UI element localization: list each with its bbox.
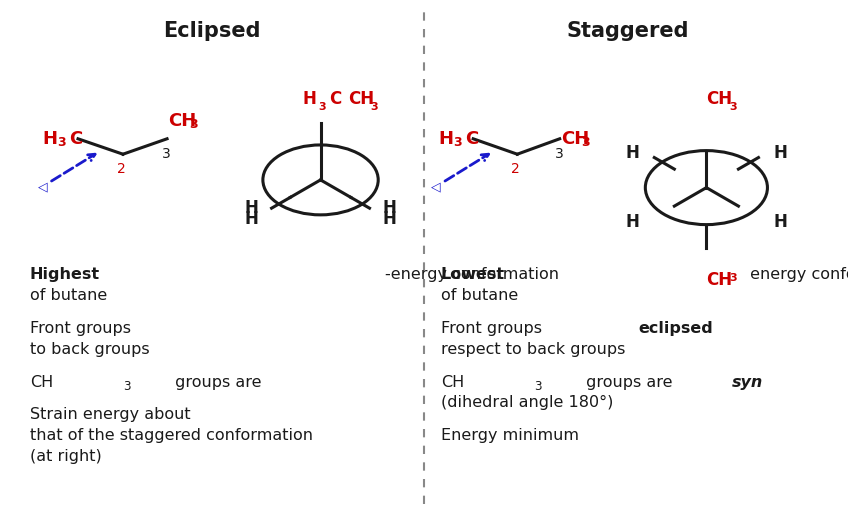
Text: eclipsed: eclipsed bbox=[639, 321, 713, 336]
Text: CH: CH bbox=[561, 130, 589, 148]
Text: 3: 3 bbox=[58, 136, 66, 149]
Text: H: H bbox=[303, 90, 316, 108]
Text: CH: CH bbox=[706, 90, 733, 108]
Text: 3: 3 bbox=[729, 273, 736, 283]
Text: H: H bbox=[626, 213, 639, 231]
Text: Front groups: Front groups bbox=[30, 321, 136, 336]
Text: 2: 2 bbox=[511, 162, 520, 176]
Text: Strain energy about: Strain energy about bbox=[30, 408, 195, 423]
Text: Eclipsed: Eclipsed bbox=[164, 21, 260, 41]
Text: that of the staggered conformation: that of the staggered conformation bbox=[30, 428, 313, 443]
Text: Staggered: Staggered bbox=[566, 21, 689, 41]
Text: to back groups: to back groups bbox=[30, 342, 149, 357]
Text: H: H bbox=[382, 198, 397, 217]
Text: 3: 3 bbox=[729, 102, 736, 112]
Text: of butane: of butane bbox=[441, 288, 518, 303]
Text: 3: 3 bbox=[371, 102, 377, 112]
Text: -energy conformation: -energy conformation bbox=[385, 267, 559, 282]
Text: of butane: of butane bbox=[30, 288, 107, 303]
Text: H: H bbox=[773, 213, 787, 231]
Text: C: C bbox=[329, 90, 341, 108]
Text: 3: 3 bbox=[319, 102, 326, 112]
Text: Energy minimum: Energy minimum bbox=[441, 428, 579, 443]
Text: CH: CH bbox=[441, 375, 464, 390]
Text: H: H bbox=[382, 210, 397, 228]
Text: CH: CH bbox=[706, 271, 733, 289]
Text: 3: 3 bbox=[555, 147, 563, 161]
Text: 3: 3 bbox=[582, 136, 590, 150]
Text: 3: 3 bbox=[189, 118, 198, 132]
Text: 2: 2 bbox=[117, 162, 126, 176]
Text: ◁: ◁ bbox=[37, 180, 47, 193]
Text: C: C bbox=[70, 130, 83, 148]
Text: ◁: ◁ bbox=[431, 180, 441, 193]
Text: Highest: Highest bbox=[30, 267, 100, 282]
Text: groups are: groups are bbox=[582, 375, 678, 390]
Text: energy conformation: energy conformation bbox=[745, 267, 848, 282]
Text: groups are: groups are bbox=[170, 375, 267, 390]
Text: CH: CH bbox=[168, 112, 196, 130]
Text: CH: CH bbox=[348, 90, 374, 108]
Text: 3: 3 bbox=[454, 136, 462, 149]
Text: H: H bbox=[438, 130, 454, 148]
Text: H: H bbox=[244, 198, 259, 217]
Text: H: H bbox=[244, 210, 259, 228]
Text: 3: 3 bbox=[123, 380, 131, 393]
Text: H: H bbox=[773, 144, 787, 162]
Text: C: C bbox=[466, 130, 479, 148]
Text: Front groups: Front groups bbox=[441, 321, 547, 336]
Text: respect to back groups: respect to back groups bbox=[441, 342, 625, 357]
Text: Lowest: Lowest bbox=[441, 267, 505, 282]
Text: H: H bbox=[42, 130, 58, 148]
Text: H: H bbox=[626, 144, 639, 162]
Text: CH: CH bbox=[30, 375, 53, 390]
Text: 3: 3 bbox=[534, 380, 542, 393]
Text: syn: syn bbox=[732, 375, 763, 390]
Text: (dihedral angle 180°): (dihedral angle 180°) bbox=[441, 395, 613, 411]
Text: 3: 3 bbox=[162, 147, 170, 161]
Text: (at right): (at right) bbox=[30, 449, 102, 464]
